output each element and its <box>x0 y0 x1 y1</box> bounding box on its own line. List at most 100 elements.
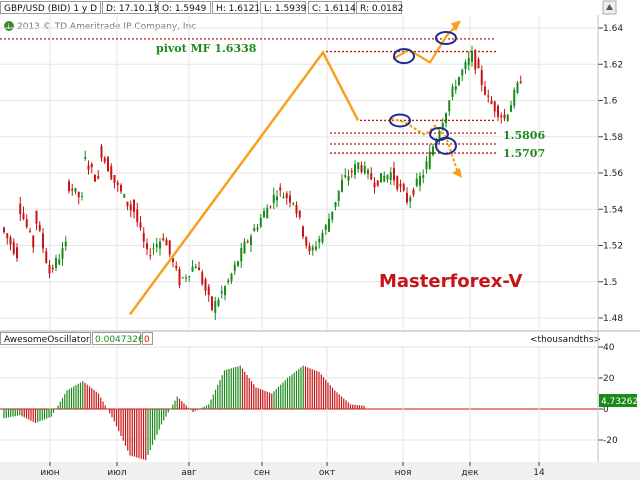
candle-body <box>516 82 519 93</box>
candle-body <box>152 248 155 250</box>
candle-body <box>328 218 330 232</box>
candle-body <box>227 280 230 283</box>
y-tick-label: 1.52 <box>603 242 623 252</box>
candle-body <box>38 224 41 231</box>
candle-body <box>393 168 395 181</box>
candle-body <box>224 286 226 296</box>
candle-body <box>360 165 363 173</box>
candle-body <box>207 286 210 296</box>
candle-body <box>396 176 399 190</box>
candle-body <box>74 187 77 192</box>
candle-body <box>415 178 418 186</box>
copyright-text: 2013 © TD Ameritrade IP Company, Inc <box>17 22 196 32</box>
candle-body <box>344 175 347 177</box>
candle-body <box>269 206 272 208</box>
candle-body <box>116 182 119 185</box>
candle-body <box>22 213 25 219</box>
time-axis: июн июл авг сен окт ноя дек 14 <box>40 462 545 478</box>
level1-label: 1.5806 <box>503 129 545 142</box>
candle-body <box>467 57 470 66</box>
x-tick-label: сен <box>254 468 270 478</box>
candle-body <box>146 243 148 250</box>
candle-body <box>185 277 187 279</box>
candle-body <box>370 173 373 180</box>
y-tick-label: 1.58 <box>603 133 623 143</box>
candle-body <box>168 240 171 255</box>
y-tick-label: 1.62 <box>603 60 623 70</box>
candle-body <box>445 113 447 124</box>
symbol-box <box>0 1 101 14</box>
candle-body <box>441 122 444 130</box>
y-tick-label: 1.6 <box>603 97 618 107</box>
candle-body <box>35 210 38 224</box>
candle-body <box>214 301 217 313</box>
candle-body <box>383 175 386 182</box>
oscillator-value: 0.0047326 <box>95 335 144 345</box>
projection-up-arrow <box>451 20 461 32</box>
x-tick-label: дек <box>461 468 479 478</box>
up-arrow-icon[interactable] <box>602 0 617 15</box>
candle-body <box>263 211 265 218</box>
candle-body <box>159 241 161 249</box>
trend-line <box>128 50 360 316</box>
candle-body <box>48 264 51 274</box>
candle-body <box>162 238 165 241</box>
date-label: D: 17.10.13 <box>106 4 159 14</box>
oscillator-name: AwesomeOscillator <box>4 335 90 345</box>
candle-body <box>129 204 132 211</box>
candle-body <box>68 181 70 191</box>
candle-body <box>279 187 282 191</box>
candle-body <box>376 180 379 186</box>
projection-down-arrow <box>452 168 462 178</box>
candle-body <box>12 241 15 254</box>
candle-body <box>90 164 93 168</box>
candle-body <box>103 157 106 162</box>
candle-body <box>32 235 35 248</box>
candle-body <box>61 248 64 259</box>
candle-body <box>133 199 135 212</box>
candlesticks <box>3 45 522 320</box>
x-tick-label: июн <box>40 468 59 478</box>
candle-body <box>64 241 67 247</box>
svg-text:i: i <box>8 23 10 31</box>
symbol-label: GBP/USD (BID) 1 y D <box>4 4 97 14</box>
close-label: C: 1.6114 <box>312 4 356 14</box>
candle-body <box>198 267 200 271</box>
candle-body <box>519 81 522 84</box>
candle-body <box>334 202 337 207</box>
projection-down <box>390 117 460 174</box>
oscillator-bars <box>3 365 365 461</box>
level2-label: 1.5707 <box>503 147 545 160</box>
candle-body <box>448 100 451 112</box>
candle-body <box>139 222 142 228</box>
candle-body <box>438 131 441 141</box>
candle-body <box>165 239 168 246</box>
candle-body <box>81 196 83 198</box>
oscillator-current-value: 4.73262 <box>601 397 638 407</box>
y-tick-label: 1.64 <box>603 24 623 34</box>
candle-body <box>266 207 269 219</box>
candle-body <box>94 174 96 182</box>
candle-body <box>259 218 262 227</box>
candle-body <box>295 205 298 214</box>
oscillator-panel: AwesomeOscillator 0.0047326 0 <thousandt… <box>0 330 640 345</box>
candle-body <box>29 230 31 232</box>
candle-body <box>201 272 204 285</box>
candle-body <box>506 114 509 121</box>
candle-body <box>211 296 213 310</box>
candle-body <box>464 62 467 70</box>
candle-body <box>302 226 304 237</box>
candle-body <box>217 299 220 306</box>
candle-body <box>256 227 259 230</box>
candle-body <box>461 69 464 76</box>
candle-body <box>305 237 308 246</box>
candle-body <box>155 244 158 248</box>
oscillator-axis: 40 20 0 -20 <box>598 343 618 446</box>
candle-body <box>110 166 113 180</box>
y-tick-label: 1.48 <box>603 314 623 324</box>
candle-body <box>367 169 369 175</box>
candle-body <box>419 176 421 186</box>
candle-body <box>97 176 100 179</box>
candle-body <box>510 105 512 112</box>
